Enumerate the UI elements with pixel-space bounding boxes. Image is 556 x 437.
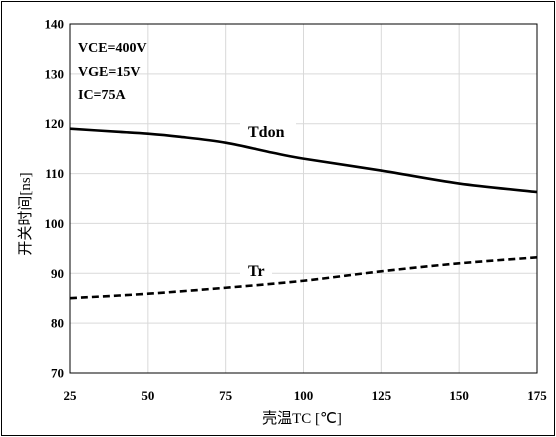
x-axis-title: 壳温TC [℃] — [262, 410, 342, 427]
y-tick-label: 70 — [51, 366, 64, 381]
y-tick-label: 140 — [45, 17, 65, 32]
condition-vge: VGE=15V — [78, 65, 140, 80]
x-tick-label: 175 — [527, 388, 547, 403]
y-tick-label: 120 — [45, 116, 65, 131]
y-tick-label: 110 — [45, 166, 64, 181]
x-tick-label: 100 — [294, 388, 314, 403]
y-tick-label: 130 — [45, 66, 65, 81]
x-tick-label: 25 — [64, 388, 78, 403]
series-line-tdon — [69, 127, 538, 194]
ticks-layer: 70 80 90 100 110 120 130 140 25 50 75 100 125 150 175 — [45, 17, 548, 404]
x-tick-label: 150 — [449, 388, 469, 403]
condition-vce: VCE=400V — [78, 41, 147, 56]
plot-area — [69, 23, 538, 374]
y-axis-title: 开关时间[ns] — [17, 172, 34, 255]
x-tick-label: 75 — [219, 388, 233, 403]
tdon-label-bg — [240, 120, 296, 142]
tr-label-bg — [240, 259, 272, 281]
y-tick-label: 100 — [45, 216, 65, 231]
x-tick-label: 125 — [372, 388, 392, 403]
y-tick-label: 90 — [51, 266, 64, 281]
conditions-box: VCE=400V VGE=15V IC=75A — [78, 41, 147, 103]
series-labels: Tdon Tr — [240, 120, 296, 281]
series-label-tr: Tr — [248, 263, 265, 280]
series-line-tr — [69, 256, 538, 300]
condition-ic: IC=75A — [78, 88, 127, 103]
series-layer — [69, 127, 538, 300]
x-tick-label: 50 — [141, 388, 154, 403]
y-tick-label: 80 — [51, 316, 64, 331]
series-label-tdon: Tdon — [248, 124, 285, 141]
